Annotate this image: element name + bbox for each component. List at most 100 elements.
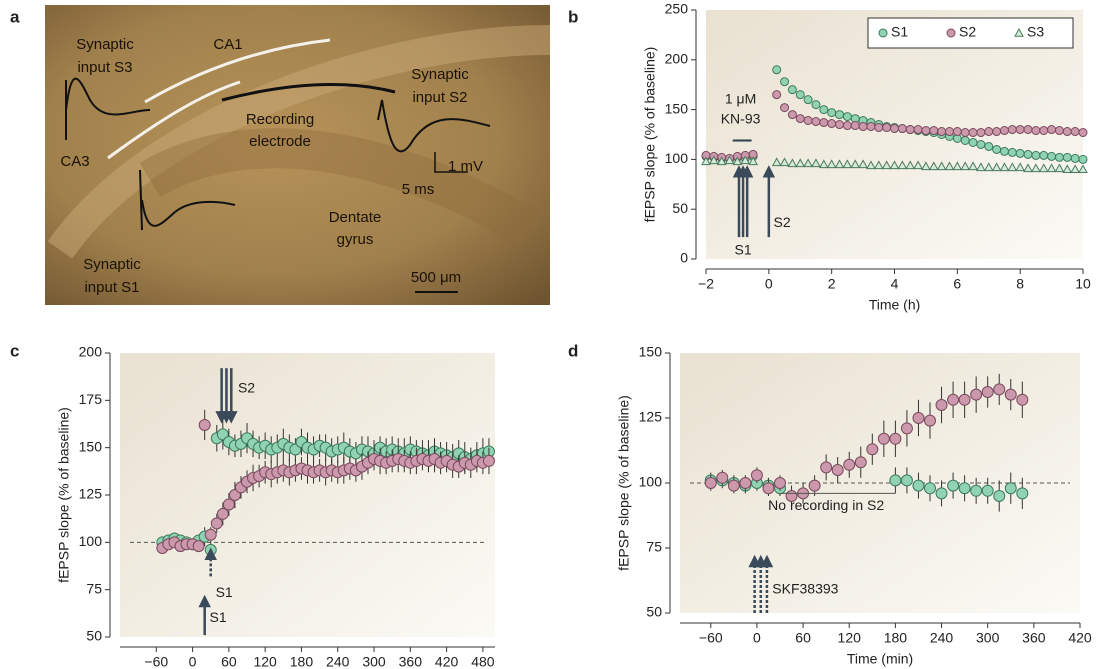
x-tick-label: 120 (253, 654, 277, 669)
photo-label: Synaptic (411, 66, 469, 83)
data-point (834, 159, 845, 169)
x-tick-label: 0 (189, 654, 197, 669)
x-tick-label: 420 (1068, 630, 1092, 646)
data-point (787, 158, 798, 168)
data-point (1078, 154, 1088, 164)
data-point (198, 418, 211, 431)
data-point (981, 484, 994, 497)
photo-label: CA3 (60, 153, 89, 170)
tissue (139, 128, 541, 248)
data-point (958, 393, 971, 406)
y-tick-label: 100 (639, 474, 663, 490)
photo-label: Recording (246, 111, 314, 128)
x-tick-label: 480 (471, 654, 495, 669)
data-point (771, 157, 782, 167)
legend-marker (1014, 27, 1024, 37)
x-tick-label: −60 (699, 630, 723, 646)
data-point (1062, 127, 1072, 137)
photo-label: input S1 (84, 279, 139, 296)
data-point (192, 540, 205, 553)
data-point (826, 159, 837, 169)
data-point (882, 123, 892, 133)
data-point (976, 162, 986, 172)
data-point (727, 479, 740, 492)
annotation: No recording in S2 (768, 497, 884, 513)
data-point (779, 157, 790, 167)
data-point (811, 158, 821, 168)
data-point (970, 388, 983, 401)
data-point (928, 161, 939, 171)
data-point (993, 383, 1006, 396)
x-tick-label: 0 (765, 276, 773, 292)
data-point (803, 95, 813, 105)
data-point (897, 160, 908, 170)
data-point (947, 393, 960, 406)
data-point (866, 160, 876, 170)
annotation: KN-93 (721, 110, 761, 126)
y-tick-label: 150 (79, 438, 103, 454)
data-point (787, 85, 797, 95)
data-point (924, 414, 936, 427)
series (701, 90, 1088, 163)
data-point (912, 412, 925, 424)
data-point (873, 160, 884, 170)
data-point (976, 139, 986, 149)
y-tick-label: 50 (672, 200, 688, 216)
y-tick-label: 100 (79, 533, 103, 549)
data-point (739, 477, 752, 489)
data-point (874, 123, 884, 133)
data-point (968, 161, 978, 171)
data-point (1078, 128, 1088, 138)
photo-label: 5 ms (402, 181, 435, 198)
data-point (984, 127, 994, 137)
data-point (748, 156, 758, 166)
data-point (897, 124, 907, 134)
y-tick-label: 250 (665, 1, 689, 17)
x-tick-label: 420 (435, 654, 459, 669)
x-tick-label: −2 (698, 276, 714, 292)
x-tick-label: 240 (930, 630, 954, 646)
data-point (960, 161, 971, 171)
legend-label: S1 (891, 24, 908, 40)
data-point (1015, 125, 1025, 135)
data-point (905, 160, 916, 170)
panel-label: b (568, 7, 578, 26)
annotation: S1 (210, 609, 227, 625)
data-point (900, 474, 913, 487)
data-point (1047, 151, 1057, 161)
data-point (1070, 153, 1080, 163)
data-point (858, 159, 868, 169)
data-point (960, 135, 970, 145)
data-point (210, 517, 223, 530)
data-point (889, 432, 902, 445)
data-point (947, 479, 960, 492)
x-tick-label: 4 (891, 276, 899, 292)
photo-label: input S2 (412, 89, 467, 106)
tissue (47, 25, 551, 259)
data-point (1078, 164, 1088, 174)
photo-label: Dentate (329, 209, 382, 226)
y-tick-label: 75 (86, 580, 102, 596)
data-point (842, 112, 852, 122)
data-point (900, 422, 913, 435)
data-point (795, 158, 806, 168)
series (704, 373, 1029, 507)
x-tick-label: 240 (326, 654, 350, 669)
trace (377, 99, 491, 153)
data-point (1031, 163, 1041, 173)
photo-panel (45, 5, 551, 305)
y-tick-label: 150 (639, 344, 663, 360)
data-point (858, 122, 868, 132)
annotation: SKF38393 (772, 580, 838, 596)
photo-label: CA1 (213, 36, 242, 53)
data-point (889, 474, 902, 487)
data-point (842, 121, 852, 131)
data-point (850, 121, 860, 131)
series (701, 155, 1088, 174)
data-point (968, 137, 978, 147)
data-point (1016, 487, 1029, 500)
data-point (482, 454, 495, 467)
data-point (803, 158, 813, 168)
